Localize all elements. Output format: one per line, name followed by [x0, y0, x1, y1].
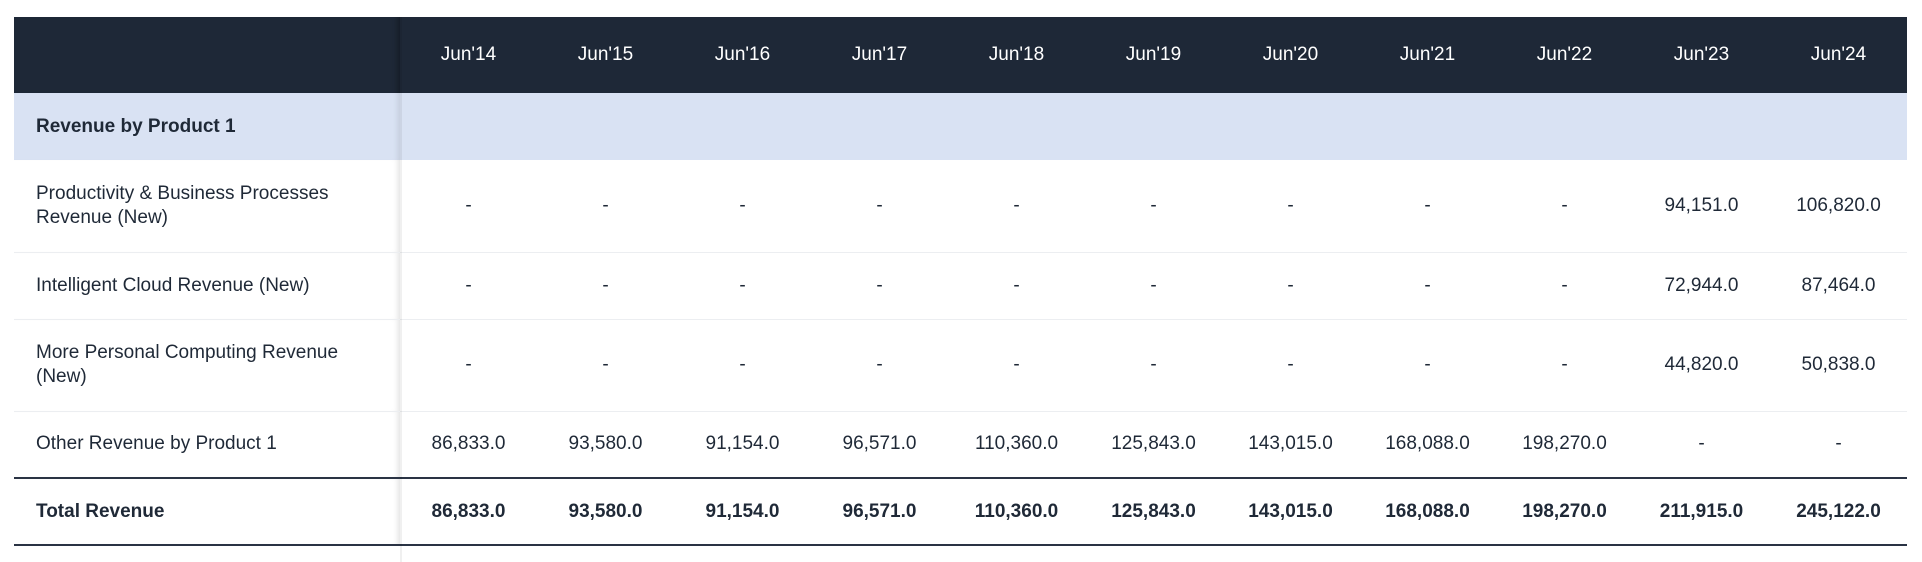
- column-header[interactable]: Jun'18: [988, 44, 1045, 65]
- table-cell: -: [674, 319, 811, 412]
- table-cell: -: [1496, 319, 1633, 412]
- table-cell: -: [674, 252, 811, 320]
- table-cell: -: [1085, 160, 1222, 253]
- column-header[interactable]: Jun'17: [851, 44, 908, 65]
- column-header[interactable]: Jun'22: [1536, 44, 1593, 65]
- table-cell: -: [537, 319, 674, 412]
- table-cell: -: [400, 252, 537, 320]
- revenue-table-container: Jun'14 Jun'15 Jun'16 Jun'17 Jun'18 Jun'1…: [14, 17, 1907, 546]
- table-cell: 91,154.0: [674, 411, 811, 479]
- row-label: Productivity & Business Processes Revenu…: [14, 160, 400, 253]
- table-cell: -: [400, 319, 537, 412]
- table-cell: -: [1359, 319, 1496, 412]
- header-corner: [14, 17, 400, 93]
- table-cell: -: [1496, 160, 1633, 253]
- column-header[interactable]: Jun'21: [1399, 44, 1456, 65]
- table-cell: -: [1359, 160, 1496, 253]
- table-cell: 94,151.0: [1633, 160, 1770, 253]
- table-cell: -: [811, 252, 948, 320]
- table-cell: -: [948, 252, 1085, 320]
- table-cell: -: [948, 319, 1085, 412]
- table-cell: 93,580.0: [537, 411, 674, 479]
- total-cell: 211,915.0: [1633, 478, 1770, 546]
- table-cell: 106,820.0: [1770, 160, 1907, 253]
- table-cell: -: [1496, 252, 1633, 320]
- table-cell: -: [1770, 411, 1907, 479]
- table-cell: -: [948, 160, 1085, 253]
- table-cell: 86,833.0: [400, 411, 537, 479]
- revenue-table: Jun'14 Jun'15 Jun'16 Jun'17 Jun'18 Jun'1…: [14, 17, 1907, 546]
- header-row: Jun'14 Jun'15 Jun'16 Jun'17 Jun'18 Jun'1…: [14, 17, 1907, 93]
- table-cell: 44,820.0: [1633, 319, 1770, 412]
- section-title: Revenue by Product 1: [14, 93, 400, 160]
- total-cell: 125,843.0: [1085, 478, 1222, 546]
- column-header[interactable]: Jun'19: [1125, 44, 1182, 65]
- total-label: Total Revenue: [14, 478, 400, 546]
- total-row[interactable]: Total Revenue 86,833.0 93,580.0 91,154.0…: [14, 478, 1907, 546]
- table-row[interactable]: Other Revenue by Product 1 86,833.0 93,5…: [14, 411, 1907, 479]
- section-row: Revenue by Product 1: [14, 93, 1907, 160]
- table-cell: 125,843.0: [1085, 411, 1222, 479]
- table-cell: -: [1085, 319, 1222, 412]
- column-header[interactable]: Jun'14: [440, 44, 497, 65]
- table-cell: 72,944.0: [1633, 252, 1770, 320]
- column-header[interactable]: Jun'16: [714, 44, 771, 65]
- table-cell: 198,270.0: [1496, 411, 1633, 479]
- total-cell: 110,360.0: [948, 478, 1085, 546]
- total-cell: 86,833.0: [400, 478, 537, 546]
- column-header[interactable]: Jun'23: [1673, 44, 1730, 65]
- table-cell: -: [1222, 160, 1359, 253]
- table-cell: -: [811, 319, 948, 412]
- table-cell: -: [537, 160, 674, 253]
- total-cell: 245,122.0: [1770, 478, 1907, 546]
- total-cell: 91,154.0: [674, 478, 811, 546]
- table-cell: -: [1085, 252, 1222, 320]
- row-label: Other Revenue by Product 1: [14, 411, 400, 479]
- total-cell: 93,580.0: [537, 478, 674, 546]
- total-cell: 198,270.0: [1496, 478, 1633, 546]
- table-cell: -: [1222, 319, 1359, 412]
- table-cell: 110,360.0: [948, 411, 1085, 479]
- table-cell: -: [537, 252, 674, 320]
- table-cell: 168,088.0: [1359, 411, 1496, 479]
- table-cell: -: [1633, 411, 1770, 479]
- table-cell: 50,838.0: [1770, 319, 1907, 412]
- table-cell: -: [400, 160, 537, 253]
- table-cell: -: [1222, 252, 1359, 320]
- table-cell: -: [811, 160, 948, 253]
- total-cell: 168,088.0: [1359, 478, 1496, 546]
- column-header[interactable]: Jun'24: [1810, 44, 1867, 65]
- table-row[interactable]: Productivity & Business Processes Revenu…: [14, 160, 1907, 253]
- table-cell: 143,015.0: [1222, 411, 1359, 479]
- table-cell: 87,464.0: [1770, 252, 1907, 320]
- section-fill: [400, 93, 1907, 160]
- column-header[interactable]: Jun'20: [1262, 44, 1319, 65]
- column-header[interactable]: Jun'15: [577, 44, 634, 65]
- row-label: Intelligent Cloud Revenue (New): [14, 252, 400, 320]
- table-cell: -: [674, 160, 811, 253]
- total-cell: 143,015.0: [1222, 478, 1359, 546]
- table-cell: -: [1359, 252, 1496, 320]
- table-cell: 96,571.0: [811, 411, 948, 479]
- table-row[interactable]: Intelligent Cloud Revenue (New) - - - - …: [14, 252, 1907, 320]
- total-cell: 96,571.0: [811, 478, 948, 546]
- frozen-column-divider: [400, 17, 402, 562]
- table-row[interactable]: More Personal Computing Revenue (New) - …: [14, 319, 1907, 412]
- row-label: More Personal Computing Revenue (New): [14, 319, 400, 412]
